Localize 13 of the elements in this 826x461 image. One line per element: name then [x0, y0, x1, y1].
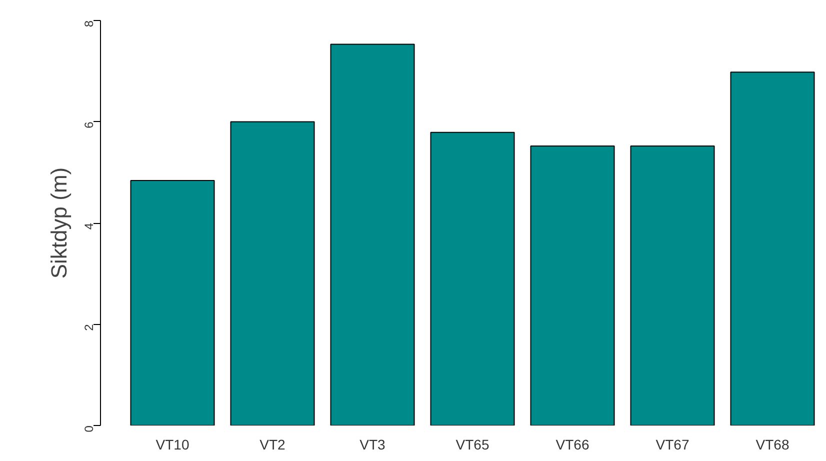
y-tick-label: 4: [82, 222, 96, 230]
y-axis-title: Siktdyp (m): [46, 167, 72, 279]
x-tick-label: VT66: [556, 436, 590, 452]
x-tick-label: VT67: [656, 436, 690, 452]
y-tick-label: 2: [82, 324, 96, 331]
x-tick-label: VT3: [360, 436, 386, 452]
y-tick-label: 8: [82, 20, 96, 28]
y-tick-label: 6: [82, 121, 96, 128]
x-tick-label: VT68: [756, 436, 790, 452]
x-tick-label: VT10: [156, 436, 190, 452]
y-tick-label: 0: [82, 425, 96, 432]
x-tick-label: VT2: [260, 436, 286, 452]
x-tick-label: VT65: [456, 436, 490, 452]
